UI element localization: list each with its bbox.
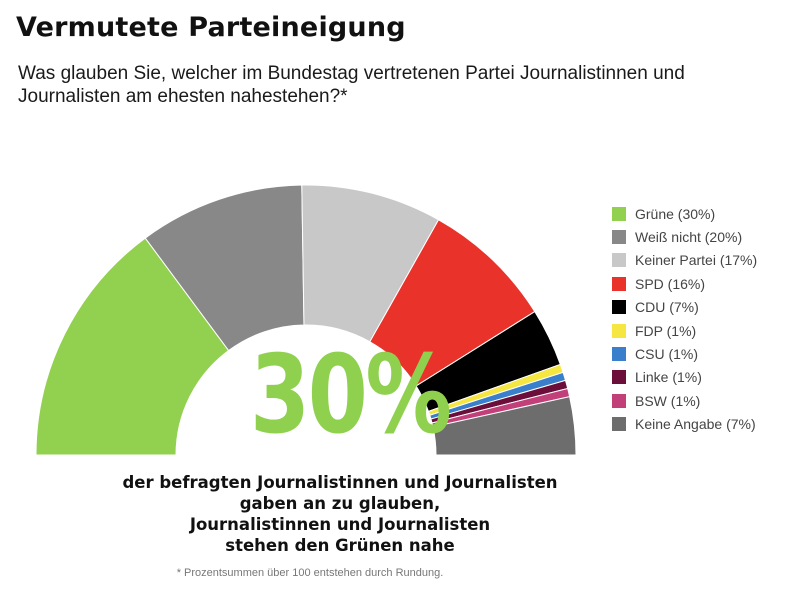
- legend-item: CSU (1%): [612, 342, 757, 365]
- legend-label: Keiner Partei (17%): [635, 252, 758, 269]
- legend-swatch: [612, 253, 626, 268]
- legend-swatch: [612, 347, 626, 362]
- legend-label: FDP (1%): [635, 322, 697, 339]
- legend-item: Weiß nicht (20%): [612, 225, 757, 248]
- chart-slices: [35, 184, 577, 456]
- caption-line: gaben an zu glauben,: [239, 494, 441, 513]
- legend-label: Keine Angabe (7%): [635, 416, 756, 433]
- legend-item: Grüne (30%): [612, 202, 757, 225]
- legend-item: Keiner Partei (17%): [612, 249, 757, 272]
- legend-item: FDP (1%): [612, 319, 757, 342]
- legend-item: Linke (1%): [612, 366, 757, 389]
- legend-swatch: [612, 370, 626, 385]
- legend-swatch: [612, 230, 626, 245]
- legend-swatch: [612, 417, 626, 432]
- chart-legend: Grüne (30%) Weiß nicht (20%) Keiner Partei…: [612, 202, 757, 436]
- legend-label: CDU (7%): [635, 299, 699, 316]
- legend-item: Keine Angabe (7%): [612, 413, 757, 436]
- legend-swatch: [612, 300, 626, 315]
- caption-line: stehen den Grünen nahe: [225, 536, 455, 555]
- legend-swatch: [612, 323, 626, 338]
- chart-title: Vermutete Parteineigung: [16, 12, 406, 43]
- legend-label: BSW (1%): [635, 392, 701, 409]
- highlight-value: 30%: [250, 333, 452, 458]
- legend-item: SPD (16%): [612, 272, 757, 295]
- legend-label: SPD (16%): [635, 275, 706, 292]
- legend-label: CSU (1%): [635, 346, 699, 363]
- legend-label: Weiß nicht (20%): [635, 229, 743, 246]
- chart-subtitle: Was glauben Sie, welcher im Bundestag ve…: [18, 63, 685, 107]
- legend-swatch: [612, 206, 626, 221]
- caption-line: Journalistinnen und Journalisten: [189, 515, 491, 534]
- legend-item: BSW (1%): [612, 389, 757, 412]
- highlight-caption: der befragten Journalistinnen und Journa…: [90, 472, 590, 556]
- legend-item: CDU (7%): [612, 296, 757, 319]
- slice-keine-angabe: [432, 396, 577, 456]
- footnote: * Prozentsummen über 100 entstehen durch…: [176, 567, 444, 579]
- legend-label: Linke (1%): [635, 369, 702, 386]
- legend-swatch: [612, 393, 626, 408]
- slice-grüne: [35, 237, 230, 456]
- legend-label: Grüne (30%): [635, 205, 716, 222]
- caption-line: der befragten Journalistinnen und Journa…: [122, 473, 558, 492]
- legend-swatch: [612, 276, 626, 291]
